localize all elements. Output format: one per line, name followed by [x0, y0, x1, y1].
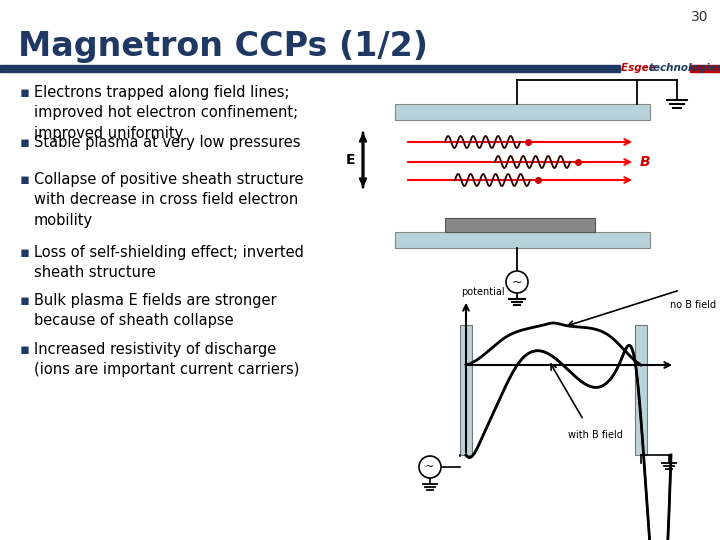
Text: Electrons trapped along field lines;
improved hot electron confinement;
improved: Electrons trapped along field lines; imp…	[34, 85, 298, 141]
Text: ▪: ▪	[20, 172, 30, 187]
Bar	[635, 325, 647, 455]
Text: Esgee: Esgee	[621, 63, 660, 73]
Bar	[395, 104, 650, 120]
Text: E: E	[346, 153, 355, 167]
Text: Loss of self-shielding effect; inverted
sheath structure: Loss of self-shielding effect; inverted …	[34, 245, 304, 280]
Text: with B field: with B field	[569, 430, 624, 440]
Text: Bulk plasma E fields are stronger
because of sheath collapse: Bulk plasma E fields are stronger becaus…	[34, 293, 276, 328]
Text: Collapse of positive sheath structure
with decrease in cross field electron
mobi: Collapse of positive sheath structure wi…	[34, 172, 304, 228]
Text: ~: ~	[512, 275, 522, 288]
Text: no B field: no B field	[670, 300, 716, 310]
Text: ▪: ▪	[20, 85, 30, 100]
Bar	[460, 325, 472, 455]
Text: ▪: ▪	[20, 245, 30, 260]
Text: ▪: ▪	[20, 293, 30, 308]
Text: Increased resistivity of discharge
(ions are important current carriers): Increased resistivity of discharge (ions…	[34, 342, 300, 377]
Text: ~: ~	[426, 462, 435, 472]
Text: ▪: ▪	[20, 135, 30, 150]
Circle shape	[419, 456, 441, 478]
Bar	[445, 218, 595, 232]
Text: technologies: technologies	[649, 63, 720, 73]
Bar	[395, 232, 650, 248]
Circle shape	[506, 271, 528, 293]
Bar	[0, 65, 620, 72]
Text: ▪: ▪	[20, 342, 30, 357]
Text: 30: 30	[690, 10, 708, 24]
Text: B: B	[640, 155, 651, 169]
Text: Stable plasma at very low pressures: Stable plasma at very low pressures	[34, 135, 300, 150]
Text: Magnetron CCPs (1/2): Magnetron CCPs (1/2)	[18, 30, 428, 63]
Text: potential: potential	[461, 287, 505, 297]
Bar	[690, 65, 720, 72]
